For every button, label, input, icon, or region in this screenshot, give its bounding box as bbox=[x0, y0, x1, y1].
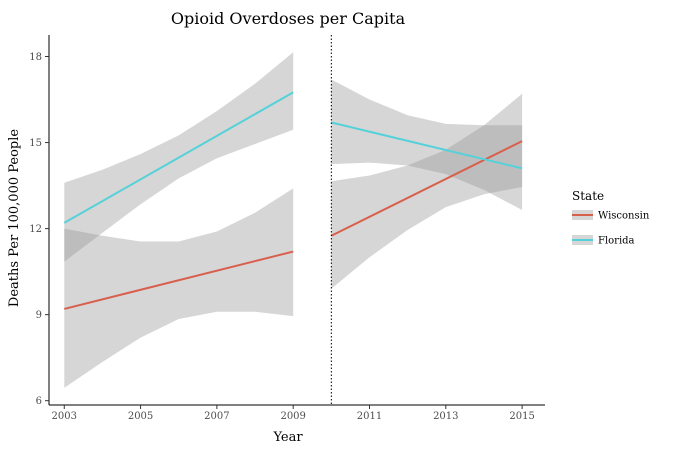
series-line-wisconsin-1 bbox=[64, 250, 294, 310]
legend-title: State bbox=[572, 189, 604, 203]
y-tick-label: 15 bbox=[29, 138, 42, 149]
confidence-band-wisconsin-2 bbox=[331, 93, 523, 289]
x-ticks: 2003 2005 2007 2009 2011 2013 2015 bbox=[52, 405, 535, 422]
confidence-band-wisconsin-1 bbox=[64, 188, 294, 388]
y-tick-label: 6 bbox=[36, 396, 42, 407]
legend-label-florida: Florida bbox=[598, 236, 635, 247]
legend-label-wisconsin: Wisconsin bbox=[598, 211, 650, 222]
legend: State Wisconsin Florida bbox=[572, 189, 650, 247]
series-line-wisconsin-2 bbox=[330, 140, 523, 237]
x-tick-label: 2005 bbox=[128, 411, 153, 422]
x-tick-label: 2003 bbox=[52, 411, 77, 422]
series-line-florida-1 bbox=[63, 91, 294, 224]
x-tick-label: 2007 bbox=[204, 411, 229, 422]
y-axis-title: Deaths Per 100,000 People bbox=[7, 129, 22, 308]
x-tick-label: 2013 bbox=[433, 411, 458, 422]
x-tick-label: 2011 bbox=[357, 411, 382, 422]
y-tick-label: 12 bbox=[29, 224, 42, 235]
x-axis-title: Year bbox=[272, 430, 303, 445]
x-tick-label: 2009 bbox=[280, 411, 305, 422]
y-tick-label: 18 bbox=[29, 52, 42, 63]
series-line-florida-2 bbox=[331, 121, 523, 170]
x-tick-label: 2015 bbox=[509, 411, 534, 422]
y-tick-label: 9 bbox=[36, 310, 42, 321]
chart-title: Opioid Overdoses per Capita bbox=[171, 9, 406, 28]
confidence-bands bbox=[64, 52, 523, 388]
series-lines bbox=[63, 91, 523, 310]
y-ticks: 6 9 12 15 18 bbox=[29, 52, 49, 407]
